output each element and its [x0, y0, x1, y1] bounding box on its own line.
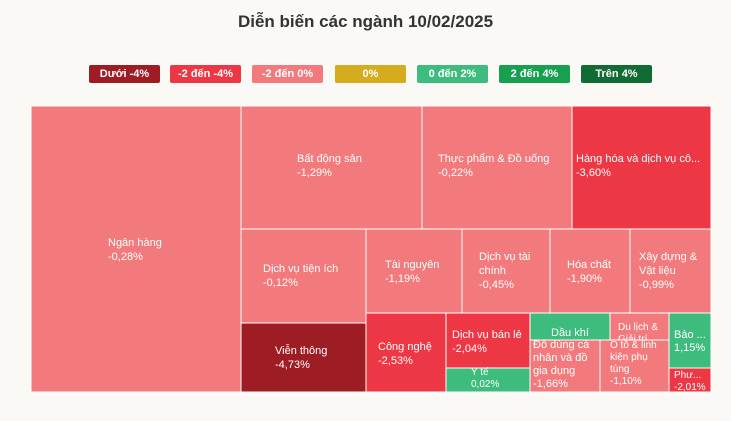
treemap-cell-bat-dong-san: Bất động sản -1,29% — [240, 105, 423, 230]
treemap-label-name: Ô tô & linh kiện phụ tùng — [610, 338, 657, 375]
treemap-cell-dich-vu-tai-chinh: Dịch vụ tài chính -0,45% — [461, 228, 551, 314]
treemap-rect — [421, 105, 573, 230]
legend-item-minus2-to-0: -2 đến 0% — [252, 65, 323, 83]
treemap-rect — [668, 312, 712, 369]
treemap-label-name: Xây dựng & Vật liệu — [639, 251, 698, 277]
treemap-label-name: Dịch vụ tài chính — [479, 251, 530, 277]
treemap-cell-y-te: Y tế0,02% — [445, 366, 531, 393]
treemap-cell-do-dung-ca-nhan-va-do-gia-dung: Đồ dùng cá nhân và đồ gia dụng-1,66% — [529, 339, 601, 393]
treemap-rect — [445, 312, 531, 369]
treemap-label-change: -4,73% — [275, 359, 310, 371]
treemap-label-change: -1,66% — [533, 378, 568, 390]
legend-item-0-to-2: 0 đến 2% — [417, 65, 488, 83]
treemap-label-change: -0,12% — [263, 277, 298, 289]
treemap-label-change: -0,45% — [479, 279, 514, 291]
treemap-rect — [549, 228, 631, 314]
chart-title: Diễn biến các ngành 10/02/2025 — [237, 12, 494, 31]
legend-item-below-minus4: Dưới -4% — [89, 65, 160, 83]
treemap-cell-phu: Phư...-2,01% — [668, 367, 712, 393]
treemap-cell-hang-hoa-va-dich-vu-co: Hàng hóa và dịch vụ cô... -3,60% — [571, 105, 712, 230]
treemap-rect — [365, 228, 463, 314]
treemap-cell-hoa-chat: Hóa chất -1,90% — [549, 228, 631, 314]
treemap-label-name: Viễn thông — [275, 344, 327, 357]
treemap-label-change: -0,28% — [108, 251, 143, 263]
legend-item-zero: 0% — [335, 65, 406, 83]
treemap-label-name: Ngân hàng — [108, 237, 162, 249]
treemap-label-change: -2,53% — [378, 355, 413, 367]
treemap-rect — [240, 322, 367, 393]
treemap-rect — [668, 367, 712, 393]
treemap-cell-thuc-pham-do-uong: Thực phẩm & Đồ uống -0,22% — [421, 105, 573, 230]
treemap-cell-dau-khi: Dầu khí — [529, 312, 611, 341]
treemap-label-name: Bất động sản — [297, 153, 362, 165]
treemap-label-name: Đồ dùng cá nhân và đồ gia dụng — [533, 339, 590, 377]
treemap-label-name: Dịch vụ tiện ích — [263, 263, 338, 275]
treemap-rect — [461, 228, 551, 314]
treemap-label-name: Y tế — [471, 366, 489, 378]
treemap-label-name: Thực phẩm & Đồ uống — [438, 153, 549, 165]
treemap-label-name: Dịch vụ bán lẻ — [452, 329, 522, 341]
treemap-label-change: -0,22% — [438, 167, 473, 179]
treemap-cell-o-to-linh-kien-phu-tung: Ô tô & linh kiện phụ tùng-1,10% — [599, 338, 670, 393]
treemap-cell-cong-nghe: Công nghệ -2,53% — [365, 312, 447, 393]
treemap-cell-tai-nguyen: Tài nguyên -1,19% — [365, 228, 463, 314]
treemap-label-change: -0,99% — [639, 279, 674, 291]
treemap-cell-dich-vu-ban-le: Dịch vụ bán lẻ -2,04% — [445, 312, 531, 369]
treemap-label-name: Công nghệ — [378, 341, 432, 353]
treemap-label-change: 0,02% — [471, 379, 499, 390]
treemap-label-name: Tài nguyên — [385, 259, 439, 271]
treemap-label-change: -1,10% — [610, 376, 642, 387]
treemap-rect — [240, 105, 423, 230]
treemap-label-change: -1,19% — [385, 273, 420, 285]
treemap-label-change: -1,90% — [567, 273, 602, 285]
legend-item-above-4: Trên 4% — [581, 65, 652, 83]
treemap-label-name: Phư... — [674, 370, 701, 381]
treemap-label-name: Bảo ... — [674, 329, 706, 341]
treemap-label-name: Hóa chất — [567, 259, 611, 271]
treemap-label-change: -3,60% — [576, 167, 611, 179]
treemap-cell-ngan-hang: Ngân hàng -0,28% — [30, 105, 242, 393]
treemap-cell-vien-thong: Viễn thông -4,73% — [240, 322, 367, 393]
treemap-rect — [529, 312, 611, 341]
treemap-rect — [365, 312, 447, 393]
treemap-cell-bao: Bảo ...1,15% — [668, 312, 712, 369]
treemap-rect — [240, 228, 367, 324]
legend-item-2-to-4: 2 đến 4% — [499, 65, 570, 83]
legend-item-minus2-to-minus4: -2 đến -4% — [170, 65, 241, 83]
treemap-rect — [30, 105, 242, 393]
treemap-label-change: 1,15% — [674, 342, 705, 354]
treemap-rect — [529, 339, 601, 393]
treemap-label-name: Dầu khí — [551, 327, 589, 339]
treemap-cell-xay-dung-vat-lieu: Xây dựng & Vật liệu -0,99% — [629, 228, 712, 314]
treemap-label-change: -2,01% — [674, 382, 706, 393]
treemap-label-change: -1,29% — [297, 167, 332, 179]
treemap-rect — [629, 228, 712, 314]
treemap-label-name: Hàng hóa và dịch vụ cô... — [576, 153, 700, 165]
treemap-label-change: -2,04% — [452, 343, 487, 355]
treemap-cell-dich-vu-tien-ich: Dịch vụ tiện ích -0,12% — [240, 228, 367, 324]
